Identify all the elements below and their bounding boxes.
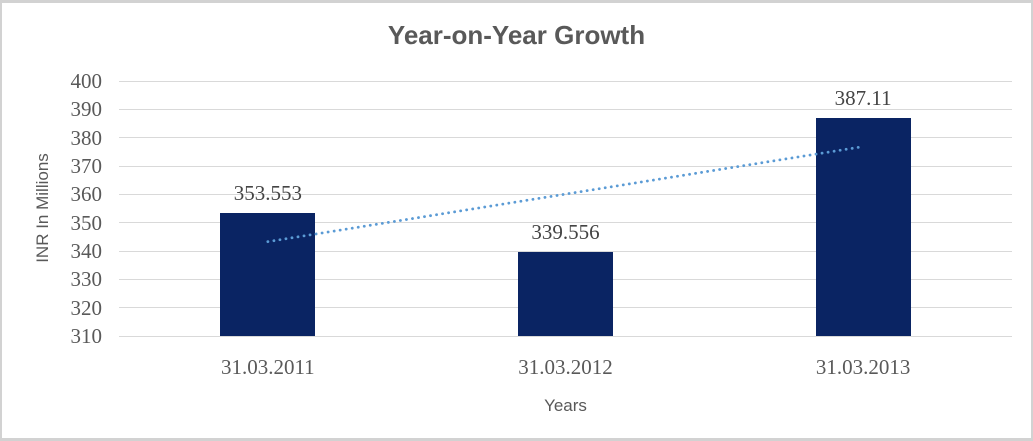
x-tick-label: 31.03.2012 [518, 355, 613, 379]
bar-data-label: 387.11 [834, 85, 892, 110]
gridline [119, 250, 1012, 252]
bar-data-label: 353.553 [233, 180, 302, 205]
gridline [119, 335, 1012, 337]
y-tick-label: 320 [70, 295, 103, 320]
y-tick-label: 310 [70, 324, 103, 348]
bar [220, 212, 316, 336]
x-tick-label: 31.03.2011 [220, 355, 315, 379]
bar [518, 252, 613, 336]
gridline [119, 80, 1012, 82]
gridline [119, 137, 1012, 139]
y-tick-label: 390 [70, 97, 103, 122]
gridline [119, 108, 1012, 110]
x-axis-title: Years [544, 396, 587, 415]
y-tick-label: 340 [70, 239, 103, 263]
y-tick-label: 380 [70, 125, 103, 150]
x-tick-label: 31.03.2013 [815, 355, 911, 379]
y-tick-label: 370 [70, 154, 103, 178]
chart-title: Year-on-Year Growth [387, 20, 646, 50]
y-tick-label: 400 [70, 69, 103, 93]
y-tick-label: 350 [70, 210, 103, 235]
y-tick-label: 360 [70, 182, 103, 207]
y-tick-label: 330 [70, 267, 103, 292]
bar-data-label: 339.556 [531, 220, 600, 245]
bar [815, 117, 911, 336]
